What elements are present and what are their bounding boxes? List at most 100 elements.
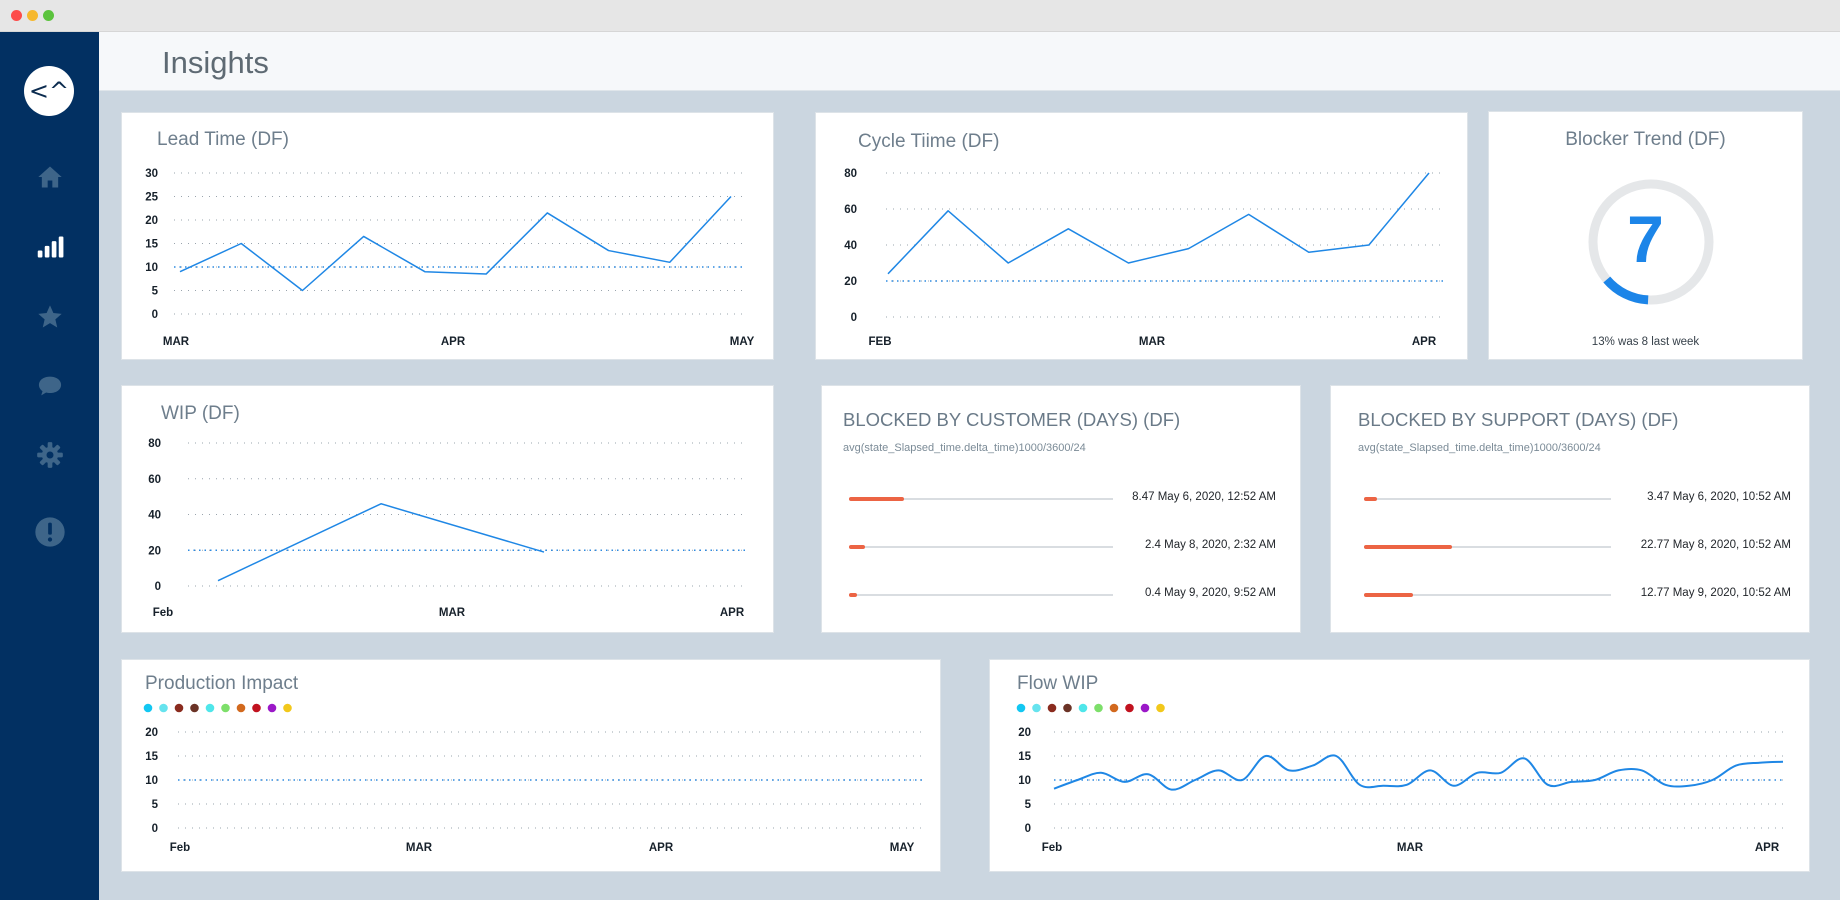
bar-value-label: 8.47 May 6, 2020, 12:52 AM xyxy=(1132,491,1276,503)
legend-dot xyxy=(1125,703,1134,713)
logo-icon: <^ xyxy=(29,77,69,105)
bar-row: 3.47 May 6, 2020, 10:52 AM xyxy=(1364,491,1791,507)
legend-dot xyxy=(1016,703,1026,713)
y-tick-label: 5 xyxy=(152,286,159,298)
blocker-trend-card: Blocker Trend (DF) 7 13% was 8 last week xyxy=(1488,111,1803,360)
legend-dot xyxy=(190,703,199,713)
x-tick-label: APR xyxy=(1755,842,1780,854)
legend-dot xyxy=(143,703,153,713)
card-title: Production Impact xyxy=(145,673,299,694)
bar-row: 0.4 May 9, 2020, 9:52 AM xyxy=(849,587,1276,603)
y-tick-label: 15 xyxy=(145,751,158,763)
bar-row: 22.77 May 8, 2020, 10:52 AM xyxy=(1364,539,1791,555)
cycle-time-chart: 80 60 40 20 0 FEB MAR APR xyxy=(844,168,1446,348)
wip-card: WIP (DF) 80 60 40 20 0 Feb MAR APR xyxy=(121,385,774,633)
series-line xyxy=(217,503,545,582)
bar-track xyxy=(849,498,1113,500)
y-tick-label: 5 xyxy=(152,799,159,811)
bar-track xyxy=(1364,498,1611,500)
y-tick-label: 15 xyxy=(145,239,158,251)
x-tick-label: APR xyxy=(441,336,466,348)
legend-dot xyxy=(1032,703,1041,713)
cycle-time-card: Cycle Tiime (DF) 80 60 40 20 0 FEB MAR APR xyxy=(815,112,1468,360)
bar-value-label: 2.4 May 8, 2020, 2:32 AM xyxy=(1144,539,1276,551)
legend-dot xyxy=(236,703,246,713)
y-tick-label: 60 xyxy=(148,474,161,486)
sidebar-item-settings[interactable] xyxy=(31,436,69,474)
blocker-trend-gauge xyxy=(1588,179,1714,305)
window-close-button[interactable] xyxy=(11,10,22,21)
page-title: Insights xyxy=(162,45,269,80)
y-tick-label: 80 xyxy=(148,438,161,450)
blocker-trend-value: 7 xyxy=(1627,202,1664,276)
sidebar-item-favorites[interactable] xyxy=(31,298,69,336)
y-tick-label: 10 xyxy=(1018,775,1031,787)
bar-fill xyxy=(849,545,865,549)
x-tick-label: MAR xyxy=(1397,842,1424,854)
svg-text:<^: <^ xyxy=(29,77,69,105)
card-title: Cycle Tiime (DF) xyxy=(858,131,1000,152)
bar-fill xyxy=(1364,545,1452,549)
x-tick-label: MAR xyxy=(439,607,466,619)
y-tick-label: 0 xyxy=(152,823,158,835)
bar-row: 2.4 May 8, 2020, 2:32 AM xyxy=(849,539,1276,555)
flow-wip-chart: 20 15 10 5 0 Feb MAR APR xyxy=(1016,703,1784,854)
app-logo[interactable]: <^ xyxy=(24,66,74,116)
blocker-trend-caption: 13% was 8 last week xyxy=(1591,336,1700,348)
sidebar-item-alerts[interactable] xyxy=(31,513,69,551)
y-tick-label: 40 xyxy=(844,240,857,252)
y-tick-label: 20 xyxy=(145,727,158,739)
legend-dot xyxy=(1078,703,1088,713)
x-tick-label: MAR xyxy=(1139,336,1166,348)
y-tick-label: 20 xyxy=(148,545,161,557)
legend-dot xyxy=(1156,703,1165,713)
gear-icon xyxy=(37,442,63,468)
production-impact-chart: 20 15 10 5 0 Feb MAR APR MAY xyxy=(143,703,925,854)
wip-chart: 80 60 40 20 0 Feb MAR APR xyxy=(148,438,746,619)
window-titlebar xyxy=(0,0,1840,32)
sidebar: <^ xyxy=(0,32,99,900)
legend-dot xyxy=(1063,703,1072,713)
window-minimize-button[interactable] xyxy=(27,10,38,21)
y-tick-label: 5 xyxy=(1025,799,1032,811)
bar-track xyxy=(1364,546,1611,548)
bar-value-label: 3.47 May 6, 2020, 10:52 AM xyxy=(1647,491,1791,503)
legend-dot xyxy=(267,703,277,713)
y-tick-label: 0 xyxy=(152,309,158,321)
gauge-progress-arc xyxy=(1603,276,1649,305)
bar-track xyxy=(849,546,1113,548)
bar-track xyxy=(1364,594,1611,596)
x-tick-label: MAR xyxy=(163,336,190,348)
card-title: WIP (DF) xyxy=(161,403,240,424)
y-tick-label: 15 xyxy=(1018,751,1031,763)
bar-value-label: 22.77 May 8, 2020, 10:52 AM xyxy=(1640,539,1791,551)
y-tick-label: 0 xyxy=(851,312,857,324)
chat-bubble-icon xyxy=(38,376,62,396)
legend-dot xyxy=(159,703,168,713)
card-subtitle: avg(state_Slapsed_time.delta_time)1000/3… xyxy=(843,442,1086,454)
card-subtitle: avg(state_Slapsed_time.delta_time)1000/3… xyxy=(1358,442,1601,454)
legend-dot xyxy=(1094,703,1103,713)
x-tick-label: Feb xyxy=(153,607,173,619)
y-tick-label: 10 xyxy=(145,262,158,274)
blocked-by-support-card: BLOCKED BY SUPPORT (DAYS) (DF) avg(state… xyxy=(1330,385,1810,633)
legend-dot xyxy=(221,703,230,713)
series-line xyxy=(887,172,1430,275)
card-title: Lead Time (DF) xyxy=(157,129,289,150)
card-title: BLOCKED BY SUPPORT (DAYS) (DF) xyxy=(1358,409,1679,430)
card-title: Flow WIP xyxy=(1017,673,1099,694)
sidebar-item-insights[interactable] xyxy=(31,228,69,266)
window-zoom-button[interactable] xyxy=(43,10,54,21)
bar-fill xyxy=(1364,497,1378,501)
sidebar-item-messages[interactable] xyxy=(31,367,69,405)
bar-track xyxy=(849,594,1113,596)
y-tick-label: 10 xyxy=(145,775,158,787)
x-tick-label: FEB xyxy=(869,336,892,348)
home-icon xyxy=(38,166,62,188)
bar-fill xyxy=(849,497,904,501)
legend-dot xyxy=(205,703,215,713)
sidebar-item-home[interactable] xyxy=(31,158,69,196)
x-tick-label: Feb xyxy=(1042,842,1062,854)
bar-fill xyxy=(849,593,857,597)
series-line xyxy=(1053,754,1784,791)
